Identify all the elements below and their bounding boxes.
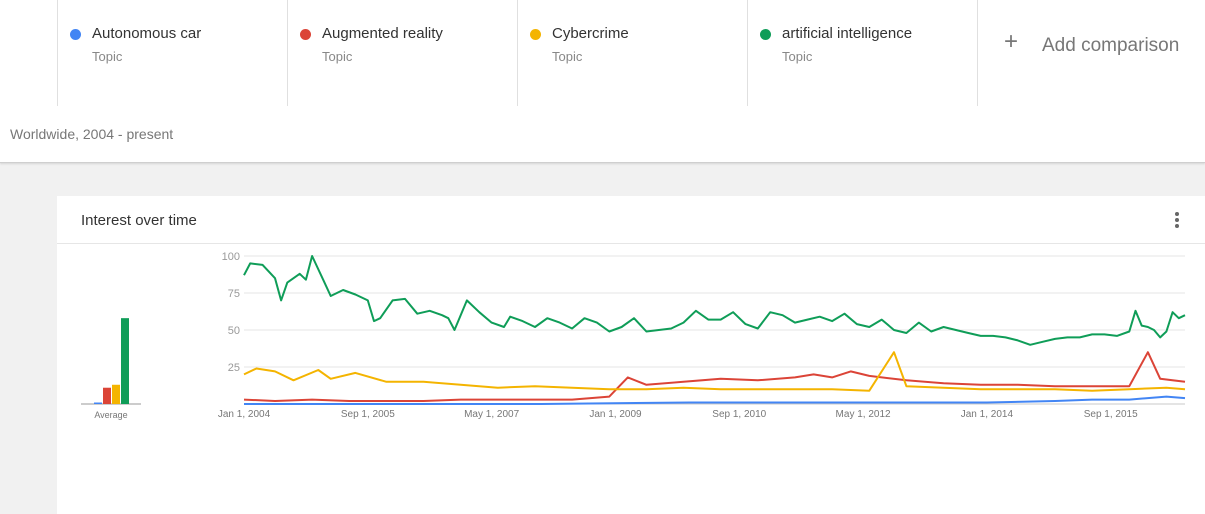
average-bar — [112, 384, 120, 404]
x-tick-label: Sep 1, 2005 — [341, 409, 395, 420]
x-tick-label: Sep 1, 2010 — [712, 409, 766, 420]
x-tick-label: Jan 1, 2004 — [218, 409, 271, 420]
y-tick-label: 25 — [228, 362, 240, 374]
search-term-2[interactable]: Augmented reality Topic — [287, 0, 517, 106]
term-color-dot-icon — [760, 29, 771, 40]
more-vert-icon[interactable] — [1171, 209, 1183, 231]
x-tick-label: May 1, 2012 — [836, 409, 891, 420]
add-comparison-button[interactable]: + Add comparison — [977, 0, 1205, 106]
y-tick-label: 50 — [228, 325, 240, 337]
term-color-dot-icon — [530, 29, 541, 40]
card-header: Interest over time — [57, 196, 1205, 244]
term-type: Topic — [322, 49, 353, 64]
term-type: Topic — [782, 49, 813, 64]
term-name: Cybercrime — [552, 25, 629, 42]
average-bar — [94, 402, 102, 404]
card-title: Interest over time — [81, 212, 197, 229]
term-name: artificial intelligence — [782, 25, 913, 42]
y-tick-label: 75 — [228, 288, 240, 300]
x-tick-label: Sep 1, 2015 — [1084, 409, 1138, 420]
term-type: Topic — [552, 49, 583, 64]
term-name: Autonomous car — [92, 25, 202, 42]
series-line — [244, 395, 1186, 405]
term-name: Augmented reality — [322, 25, 443, 42]
term-color-dot-icon — [70, 29, 81, 40]
x-tick-label: May 1, 2007 — [464, 409, 519, 420]
region-time-filter[interactable]: Worldwide, 2004 - present — [10, 126, 174, 142]
term-type: Topic — [92, 49, 123, 64]
plus-icon: + — [1004, 28, 1019, 55]
series-line — [243, 255, 1186, 346]
average-bar — [121, 318, 129, 404]
series-line — [243, 351, 1186, 402]
interest-chart: 25 50 75 100 Jan 1, 2004 Sep 1, 2005 May 1, 20… — [81, 251, 1186, 420]
add-comparison-label: Add comparison — [1042, 35, 1180, 56]
search-term-1[interactable]: Autonomous car Topic — [57, 0, 287, 106]
x-tick-label: Jan 1, 2009 — [589, 409, 642, 420]
term-color-dot-icon — [300, 29, 311, 40]
average-bar — [103, 387, 111, 404]
comparison-header: Autonomous car Topic Augmented reality Topi… — [0, 0, 1205, 163]
search-term-3[interactable]: Cybercrime Topic — [517, 0, 747, 106]
y-tick-label: 100 — [222, 251, 240, 263]
interest-over-time-card: Interest over time 25 50 75 100 Jan 1, 2004 S… — [57, 196, 1205, 514]
search-term-4[interactable]: artificial intelligence Topic — [747, 0, 977, 106]
x-tick-label: Jan 1, 2014 — [961, 409, 1014, 420]
series-line — [243, 351, 1186, 392]
average-label: Average — [94, 410, 127, 420]
